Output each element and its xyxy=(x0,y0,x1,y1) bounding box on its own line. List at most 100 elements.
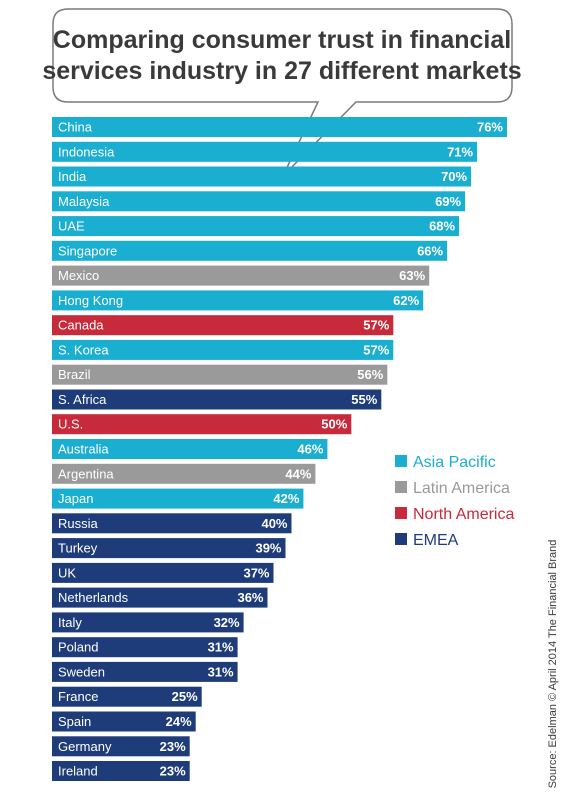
value-label-sweden: 31% xyxy=(208,664,234,679)
bar-label-brazil: Brazil xyxy=(58,367,91,382)
bar-japan xyxy=(52,488,304,509)
bar-australia xyxy=(52,439,328,459)
legend-label-emea: EMEA xyxy=(413,532,459,549)
value-label-netherlands: 36% xyxy=(237,590,263,605)
bar-label-france: France xyxy=(58,689,98,704)
value-label-uae: 68% xyxy=(429,219,455,234)
bar-label-spain: Spain xyxy=(58,714,91,729)
bar-row-u-s: U.S. 50% xyxy=(52,414,352,435)
bar-s-korea xyxy=(52,339,394,360)
bar-u-s xyxy=(52,414,352,435)
chart-title-line-1: Comparing consumer trust in financial xyxy=(53,26,511,54)
bar-row-brazil: Brazil 56% xyxy=(52,364,388,385)
bar-china xyxy=(52,117,507,137)
legend-item-asia-pacific: Asia Pacific xyxy=(395,454,496,471)
source-note: Source: Edelman © April 2014 The Financi… xyxy=(547,540,559,789)
bar-uae xyxy=(52,216,460,237)
value-label-russia: 40% xyxy=(261,516,287,531)
bar-label-uk: UK xyxy=(58,565,76,580)
value-label-india: 70% xyxy=(441,169,467,184)
value-label-malaysia: 69% xyxy=(435,194,461,209)
bar-row-mexico: Mexico 63% xyxy=(52,265,430,286)
value-label-turkey: 39% xyxy=(255,541,281,556)
value-label-argentina: 44% xyxy=(285,466,311,481)
value-label-france: 25% xyxy=(172,689,198,704)
bar-label-china: China xyxy=(58,120,93,135)
bar-indonesia xyxy=(52,141,478,162)
bar-uk xyxy=(52,562,274,583)
bar-row-s-korea: S. Korea 57% xyxy=(52,339,394,360)
bar-row-sweden: Sweden 31% xyxy=(52,661,238,682)
legend-label-north-america: North America xyxy=(413,506,514,523)
value-label-hong-kong: 62% xyxy=(393,293,419,308)
bar-row-netherlands: Netherlands 36% xyxy=(52,587,268,608)
value-label-uk: 37% xyxy=(243,565,269,580)
value-label-mexico: 63% xyxy=(399,268,425,283)
legend-item-north-america: North America xyxy=(395,506,514,523)
value-label-s-korea: 57% xyxy=(363,342,389,357)
bar-label-canada: Canada xyxy=(58,318,104,333)
bar-spain xyxy=(52,711,196,732)
bar-russia xyxy=(52,513,292,534)
bar-netherlands xyxy=(52,587,268,608)
bar-label-uae: UAE xyxy=(58,219,85,234)
legend: Asia Pacific Latin America North America EM… xyxy=(395,454,514,549)
title-callout: Comparing consumer trust in financial se… xyxy=(42,8,522,177)
bar-label-s-africa: S. Africa xyxy=(58,392,107,407)
bar-row-s-africa: S. Africa 55% xyxy=(52,389,382,410)
bar-row-poland: Poland 31% xyxy=(52,637,238,658)
bar-brazil xyxy=(52,364,388,385)
bar-row-china: China 76% xyxy=(52,117,507,137)
legend-label-asia-pacific: Asia Pacific xyxy=(413,454,496,471)
value-label-singapore: 66% xyxy=(417,243,443,258)
bar-label-argentina: Argentina xyxy=(58,466,114,481)
bar-label-ireland: Ireland xyxy=(58,764,98,779)
bar-label-indonesia: Indonesia xyxy=(58,144,115,159)
bar-label-hong-kong: Hong Kong xyxy=(58,293,123,308)
bar-ireland xyxy=(52,761,190,781)
bar-row-turkey: Turkey 39% xyxy=(52,538,286,559)
bar-row-russia: Russia 40% xyxy=(52,513,292,534)
bar-india xyxy=(52,166,472,187)
bar-italy xyxy=(52,612,244,633)
bar-label-singapore: Singapore xyxy=(58,243,117,258)
value-label-china: 76% xyxy=(477,120,503,135)
bar-argentina xyxy=(52,463,316,484)
bar-s-africa xyxy=(52,389,382,410)
bar-row-singapore: Singapore 66% xyxy=(52,240,448,261)
value-label-germany: 23% xyxy=(160,739,186,754)
bar-label-germany: Germany xyxy=(58,739,112,754)
bar-row-argentina: Argentina 44% xyxy=(52,463,316,484)
value-label-brazil: 56% xyxy=(357,367,383,382)
bar-label-u-s: U.S. xyxy=(58,417,83,432)
legend-item-latin-america: Latin America xyxy=(395,480,510,497)
bar-label-russia: Russia xyxy=(58,516,99,531)
bar-row-australia: Australia 46% xyxy=(52,439,328,459)
bar-label-netherlands: Netherlands xyxy=(58,590,129,605)
bar-label-japan: Japan xyxy=(58,491,93,506)
bar-malaysia xyxy=(52,191,466,212)
legend-label-latin-america: Latin America xyxy=(413,480,510,497)
bar-row-hong-kong: Hong Kong 62% xyxy=(52,290,424,311)
bar-row-japan: Japan 42% xyxy=(52,488,304,509)
bar-row-india: India 70% xyxy=(52,166,472,187)
bar-row-malaysia: Malaysia 69% xyxy=(52,191,466,212)
legend-swatch-emea xyxy=(395,533,407,545)
bar-row-ireland: Ireland 23% xyxy=(52,761,190,781)
bar-mexico xyxy=(52,265,430,286)
value-label-s-africa: 55% xyxy=(351,392,377,407)
value-label-canada: 57% xyxy=(363,318,389,333)
bar-label-poland: Poland xyxy=(58,640,98,655)
legend-swatch-latin-america xyxy=(395,481,407,493)
legend-item-emea: EMEA xyxy=(395,532,459,549)
value-label-indonesia: 71% xyxy=(447,144,473,159)
bar-singapore xyxy=(52,240,448,261)
bar-row-canada: Canada 57% xyxy=(52,315,394,336)
bar-label-malaysia: Malaysia xyxy=(58,194,110,209)
bar-row-germany: Germany 23% xyxy=(52,736,190,757)
bar-row-italy: Italy 32% xyxy=(52,612,244,633)
bar-canada xyxy=(52,315,394,336)
bar-label-s-korea: S. Korea xyxy=(58,342,109,357)
bar-row-indonesia: Indonesia 71% xyxy=(52,141,478,162)
